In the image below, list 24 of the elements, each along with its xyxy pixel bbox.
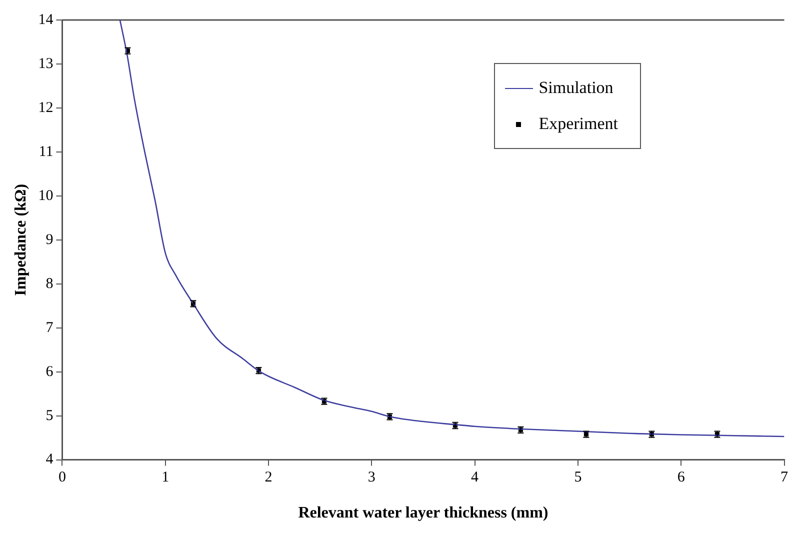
- x-axis-title: Relevant water layer thickness (mm): [298, 504, 548, 522]
- y-tick-label: 14: [38, 12, 54, 28]
- y-tick-label: 9: [46, 232, 54, 248]
- y-tick-label: 13: [38, 56, 54, 72]
- y-tick-label: 5: [46, 408, 54, 424]
- y-tick-label: 7: [46, 320, 54, 336]
- legend-label: Simulation: [538, 78, 614, 98]
- line-series: [119, 20, 784, 438]
- x-tick-label: 1: [162, 470, 170, 486]
- x-tick-label: 0: [58, 470, 66, 486]
- y-tick-label: 11: [38, 144, 54, 160]
- x-tick-label: 2: [264, 470, 272, 486]
- y-tick-label: 6: [46, 364, 54, 380]
- x-tick-label: 4: [471, 470, 480, 486]
- x-tick-label: 5: [574, 470, 582, 486]
- legend-label: Experiment: [538, 114, 618, 134]
- x-tick-label: 7: [780, 470, 788, 486]
- y-axis-title: Impedance (kΩ): [12, 184, 30, 296]
- x-tick-label: 3: [368, 470, 376, 486]
- y-tick-label: 12: [38, 100, 54, 116]
- y-tick-label: 10: [38, 188, 54, 204]
- y-tick-label: 4: [46, 452, 54, 468]
- x-tick-label: 6: [677, 470, 686, 486]
- y-tick-label: 8: [46, 276, 54, 292]
